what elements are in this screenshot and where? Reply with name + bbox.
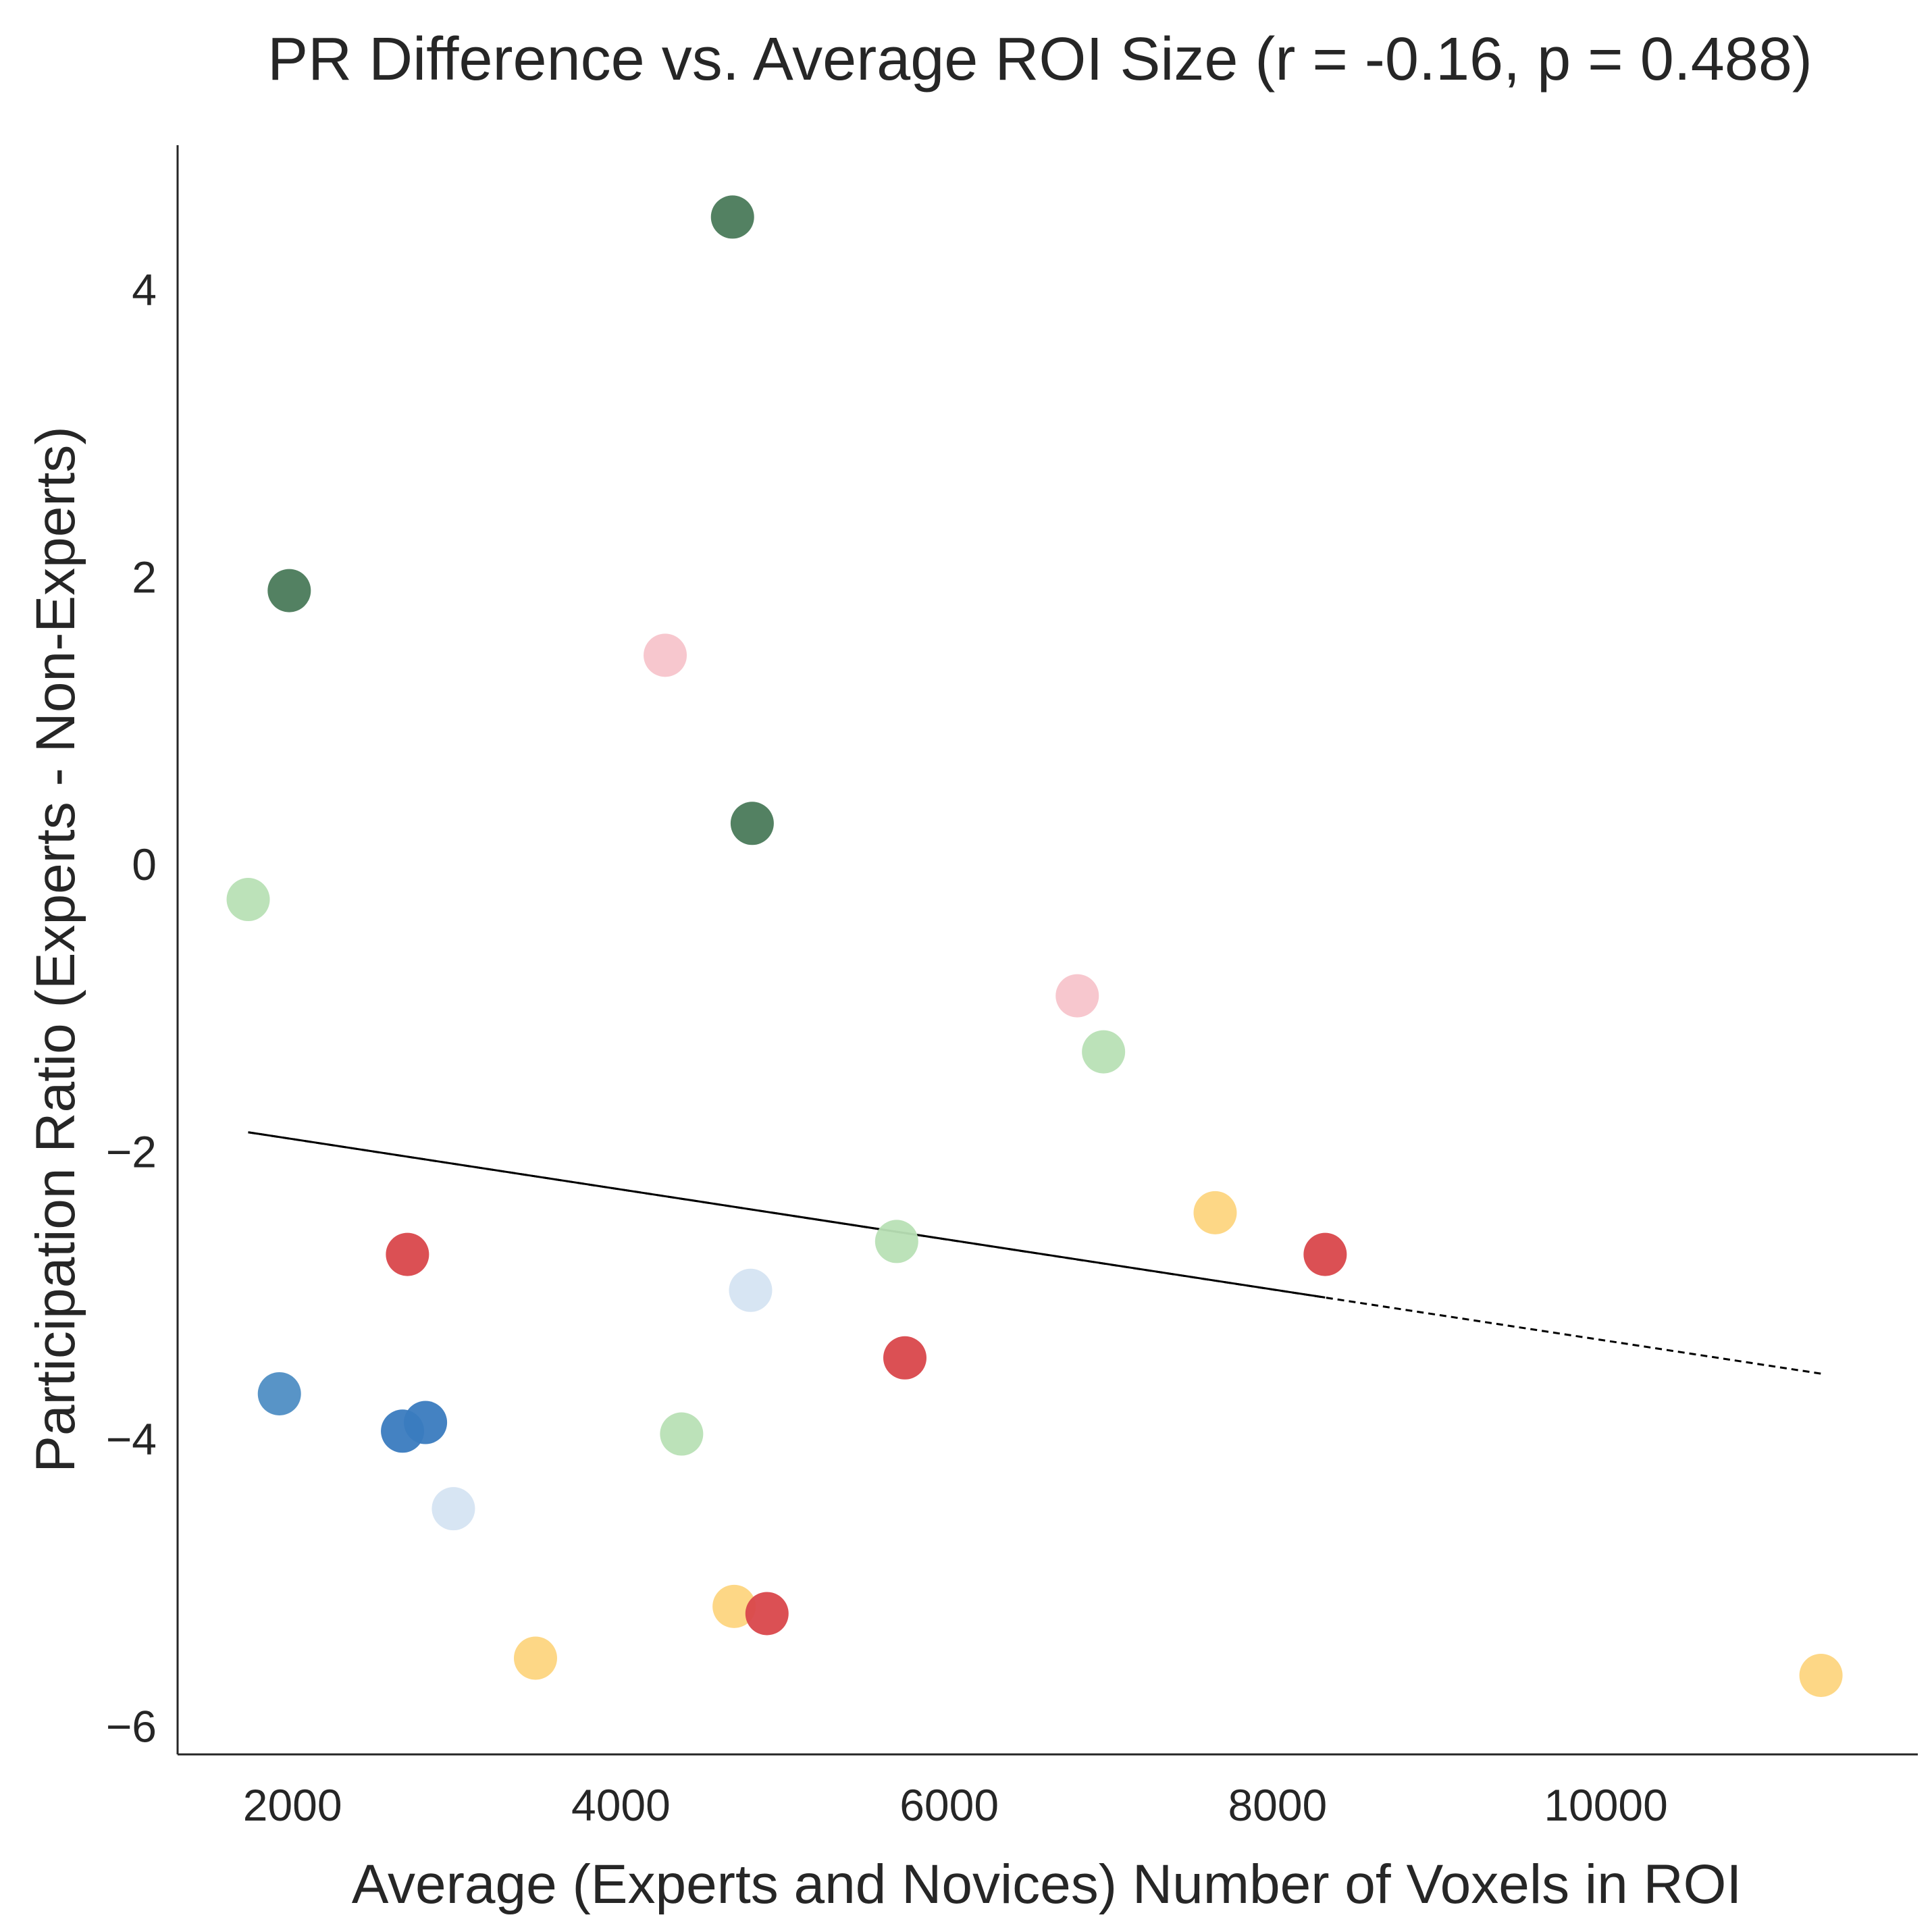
- chart-title: PR Difference vs. Average ROI Size (r = …: [267, 26, 1812, 93]
- data-point: [660, 1412, 704, 1456]
- x-tick-label: 8000: [1228, 1780, 1327, 1830]
- y-tick-label: −4: [106, 1414, 157, 1464]
- data-point: [712, 1584, 756, 1628]
- data-point: [386, 1232, 429, 1276]
- data-point: [226, 878, 270, 922]
- x-tick-label: 10000: [1544, 1780, 1668, 1830]
- data-point: [745, 1592, 789, 1636]
- data-point: [1082, 1030, 1126, 1074]
- data-point: [267, 569, 311, 612]
- data-point: [1799, 1653, 1843, 1697]
- x-tick-label: 4000: [571, 1780, 671, 1830]
- data-point: [257, 1372, 301, 1415]
- y-tick-label: 2: [132, 552, 157, 602]
- data-point: [874, 1220, 918, 1263]
- data-point: [730, 802, 774, 845]
- x-axis-label: Average (Experts and Novices) Number of …: [352, 1854, 1742, 1915]
- data-points: [226, 195, 1843, 1697]
- data-point: [404, 1401, 448, 1444]
- data-point: [1055, 974, 1099, 1018]
- data-point: [432, 1487, 475, 1531]
- y-tick-label: −6: [106, 1701, 157, 1751]
- x-tick-label: 6000: [899, 1780, 999, 1830]
- trend-line: [248, 1131, 1821, 1375]
- trend-line-solid: [248, 1131, 1326, 1299]
- data-point: [729, 1268, 773, 1312]
- x-tick-label: 2000: [243, 1780, 342, 1830]
- data-point: [1303, 1232, 1347, 1276]
- data-point: [883, 1336, 926, 1380]
- y-tick-label: 4: [132, 265, 157, 315]
- data-point: [1193, 1191, 1237, 1234]
- y-axis-label: Participation Ratio (Experts - Non-Exper…: [25, 426, 86, 1472]
- data-point: [644, 633, 687, 677]
- plot-area: 2000 4000 6000 8000 10000 −6 −4 −2 0 2 4: [106, 145, 1918, 1830]
- y-tick-label: 0: [132, 839, 157, 889]
- y-tick-label: −2: [106, 1126, 157, 1176]
- axis-ticks: 2000 4000 6000 8000 10000 −6 −4 −2 0 2 4: [106, 265, 1668, 1830]
- data-point: [513, 1636, 557, 1680]
- data-point: [710, 195, 754, 239]
